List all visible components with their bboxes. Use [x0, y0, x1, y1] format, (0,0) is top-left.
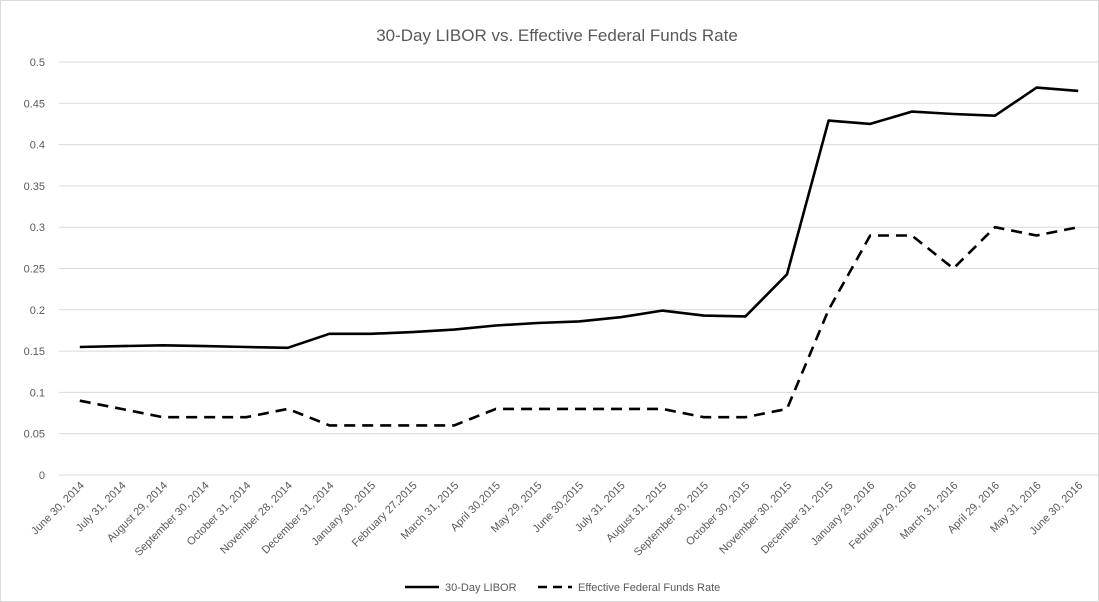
legend-label-eff-funds: Effective Federal Funds Rate [578, 582, 720, 594]
series-layer [79, 86, 1079, 427]
y-tick-label: 0.25 [24, 264, 45, 276]
chart-title: 30-Day LIBOR vs. Effective Federal Funds… [376, 26, 738, 45]
y-tick-label: 0.1 [30, 387, 45, 399]
legend-label-libor: 30-Day LIBOR [445, 582, 517, 594]
y-tick-label: 0.4 [30, 140, 45, 152]
x-tick-label: November 28, 2014 [218, 480, 295, 557]
series-line-1 [79, 225, 1079, 427]
x-tick-label: December 31, 2014 [260, 480, 337, 557]
legend: 30-Day LIBOR Effective Federal Funds Rat… [405, 582, 720, 594]
y-tick-label: 0 [39, 470, 45, 482]
x-tick-label: November 30, 2015 [717, 480, 794, 557]
y-tick-label: 0.3 [30, 222, 45, 234]
gridlines [59, 61, 1098, 476]
y-tick-label: 0.45 [24, 98, 45, 110]
x-tick-label: September 30, 2015 [632, 480, 711, 559]
y-tick-label: 0.05 [24, 429, 45, 441]
y-axis: 0 0.05 0.1 0.15 0.2 0.25 0.3 0.35 0.4 0.45 0.5 [24, 57, 45, 482]
y-tick-label: 0.5 [30, 57, 45, 69]
x-tick-label: September 30, 2014 [133, 480, 212, 559]
x-tick-label: December 31, 2015 [759, 480, 836, 557]
y-tick-label: 0.15 [24, 346, 45, 358]
y-tick-label: 0.2 [30, 305, 45, 317]
y-tick-label: 0.35 [24, 181, 45, 193]
series-line-0 [79, 86, 1079, 350]
